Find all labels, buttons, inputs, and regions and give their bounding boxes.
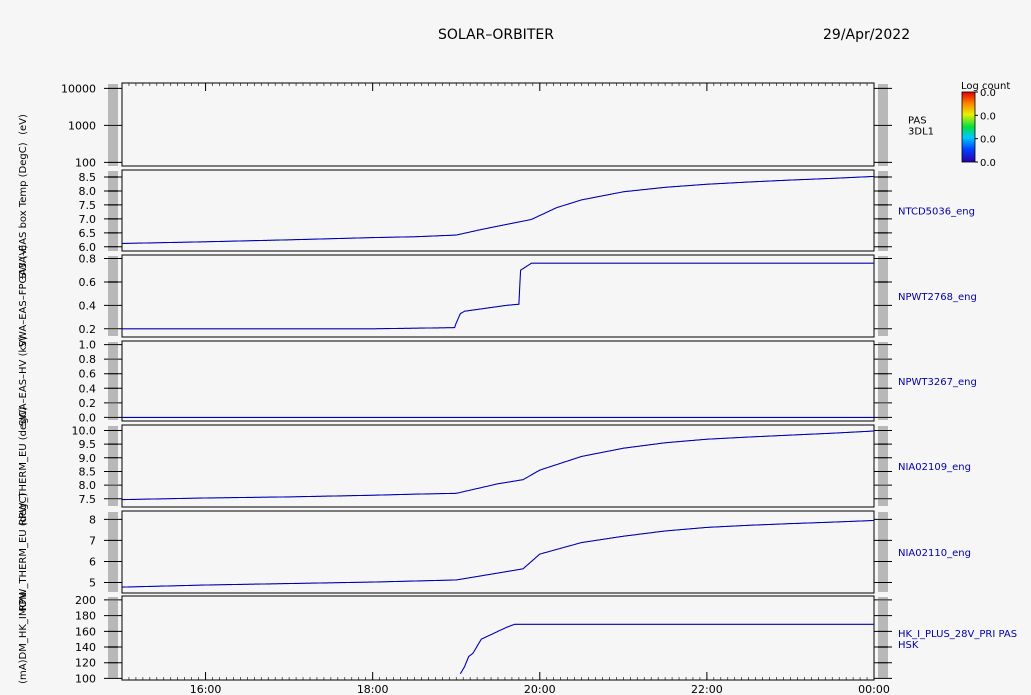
y-tick-label: 7.0 <box>79 213 97 226</box>
y-tick-label: 140 <box>75 641 96 654</box>
y-tick-label: 6.5 <box>79 227 97 240</box>
series-line <box>121 175 875 245</box>
panel-7: 100 120 140 160 180 200 HK_I_PLUS_28V_PRI PASH… <box>18 592 1017 685</box>
y-tick-label: 10.0 <box>72 424 97 437</box>
y-axis-label: RPW_THERM_EU (degC) <box>18 492 29 611</box>
panel-5: 7.58.08.59.09.510.0 NIA02109_eng RPW_THERM… <box>18 406 971 525</box>
panels-group: 100100010000PAS3DL1(eV)6.06.57.07.58.08.… <box>18 82 1017 685</box>
y-tick-label: 6.0 <box>79 241 97 254</box>
series-label: NIA02110_eng <box>898 548 971 559</box>
panel-6: 5 6 7 8 NIA02110_eng RPW_THERM_EU (degC) <box>18 492 971 611</box>
panel-frame <box>121 169 875 252</box>
y-tick-label: 8.5 <box>79 465 97 478</box>
minor-ticks <box>108 597 888 679</box>
panel-frame <box>121 424 875 508</box>
y-axis-label: RPW_THERM_EU (degC) <box>18 406 29 525</box>
y-axis-label: SWA–EAS–FPGA3 (V) <box>18 245 29 348</box>
minor-ticks <box>108 342 888 420</box>
y-tick-label: 1000 <box>68 119 96 132</box>
panel-frame <box>121 510 875 594</box>
minor-ticks <box>108 84 888 166</box>
panel-3: 0.2 0.4 0.6 0.8 NPWT2768_eng SWA–EAS–FPGA3 (V… <box>18 245 977 348</box>
y-tick-label: 160 <box>75 625 96 638</box>
series-line <box>122 519 875 588</box>
y-tick-label: 6 <box>89 555 96 568</box>
y-tick-label: 7.5 <box>79 199 97 212</box>
panel-frame <box>121 340 875 422</box>
x-axis: 16:00 18:00 20:00 22:00 00:00 <box>121 83 890 695</box>
y-tick-label: 8.5 <box>79 171 97 184</box>
y-tick-label: 200 <box>75 594 96 607</box>
y-tick-label: 1.0 <box>79 339 97 352</box>
series-label: 3DL1 <box>908 127 934 138</box>
panel-frame <box>121 254 875 338</box>
y-tick-label: 0.8 <box>79 353 97 366</box>
y-tick-label: 8.0 <box>79 479 97 492</box>
y-tick-label: 9.5 <box>79 438 97 451</box>
x-minor-ticks <box>121 83 875 680</box>
x-tick-label: 20:00 <box>524 683 556 695</box>
y-tick-label: 180 <box>75 610 96 623</box>
minor-ticks <box>108 171 888 251</box>
y-tick-label: 9.0 <box>79 452 97 465</box>
colorbar-tick-label: 0.0 <box>980 88 996 99</box>
series-label: HK_I_PLUS_28V_PRI PAS <box>898 629 1017 640</box>
colorbar-tick-label: 0.0 <box>980 158 996 169</box>
x-tick-label: 18:00 <box>357 683 389 695</box>
y-tick-label: 0.6 <box>79 368 97 381</box>
y-tick-label: 0.0 <box>79 411 97 424</box>
series-label: NPWT2768_eng <box>898 292 977 303</box>
series-label: NPWT3267_eng <box>898 377 977 388</box>
series-label: NTCD5036_eng <box>898 207 975 218</box>
colorbar-gradient <box>961 91 976 163</box>
series-label: HSK <box>898 640 919 651</box>
y-tick-label: 120 <box>75 657 96 670</box>
y-tick-label: 5 <box>89 576 96 589</box>
y-tick-label: 0.4 <box>79 382 97 395</box>
y-axis-label: SWA–EAS box Temp (DegC) <box>18 142 29 278</box>
y-tick-label: 8 <box>89 513 96 526</box>
y-tick-label: 100 <box>75 156 96 169</box>
y-tick-label: 7.5 <box>79 493 97 506</box>
series-line <box>122 262 874 330</box>
panel-frame <box>121 82 875 167</box>
minor-ticks <box>108 512 888 592</box>
y-tick-label: 7 <box>89 534 96 547</box>
series-line <box>459 623 875 674</box>
y-tick-label: 0.6 <box>79 276 97 289</box>
panel-4: 0.00.2 0.40.6 0.81.0 NPWT3267_eng SWA–EAS–HV… <box>18 336 977 426</box>
minor-ticks <box>108 256 888 336</box>
page-title: SOLAR–ORBITER <box>438 27 554 43</box>
panel-frame <box>121 595 875 681</box>
page-date: 29/Apr/2022 <box>823 27 911 43</box>
series-line <box>122 430 875 501</box>
x-tick-label: 00:00 <box>858 683 890 695</box>
y-axis-label: SWA–EAS–HV (kV) <box>18 336 29 426</box>
colorbar-title: Log count <box>961 81 1010 92</box>
y-tick-label: 0.2 <box>79 397 97 410</box>
y-tick-label: 0.2 <box>79 323 97 336</box>
y-tick-label: 0.8 <box>79 253 97 266</box>
y-tick-label: 8.0 <box>79 185 97 198</box>
x-tick-label: 22:00 <box>691 683 723 695</box>
series-label: NIA02109_eng <box>898 462 971 473</box>
panel-2: 6.06.57.07.58.08.5 NTCD5036_eng SWA–EAS bo… <box>18 142 975 278</box>
y-axis-label: (eV) <box>18 114 29 135</box>
x-tick-label: 16:00 <box>190 683 222 695</box>
y-axis-label: (mA)DM_HK_IMON <box>18 592 29 684</box>
minor-ticks <box>108 426 888 506</box>
colorbar-tick-label: 0.0 <box>980 111 996 122</box>
y-tick-label: 10000 <box>61 82 96 95</box>
colorbar-tick-label: 0.0 <box>980 135 996 146</box>
series-label: PAS <box>908 116 927 127</box>
y-tick-label: 100 <box>75 672 96 685</box>
y-tick-label: 0.4 <box>79 299 97 312</box>
colorbar: Log count 0.0 0.0 0.0 0.0 <box>961 81 1010 169</box>
